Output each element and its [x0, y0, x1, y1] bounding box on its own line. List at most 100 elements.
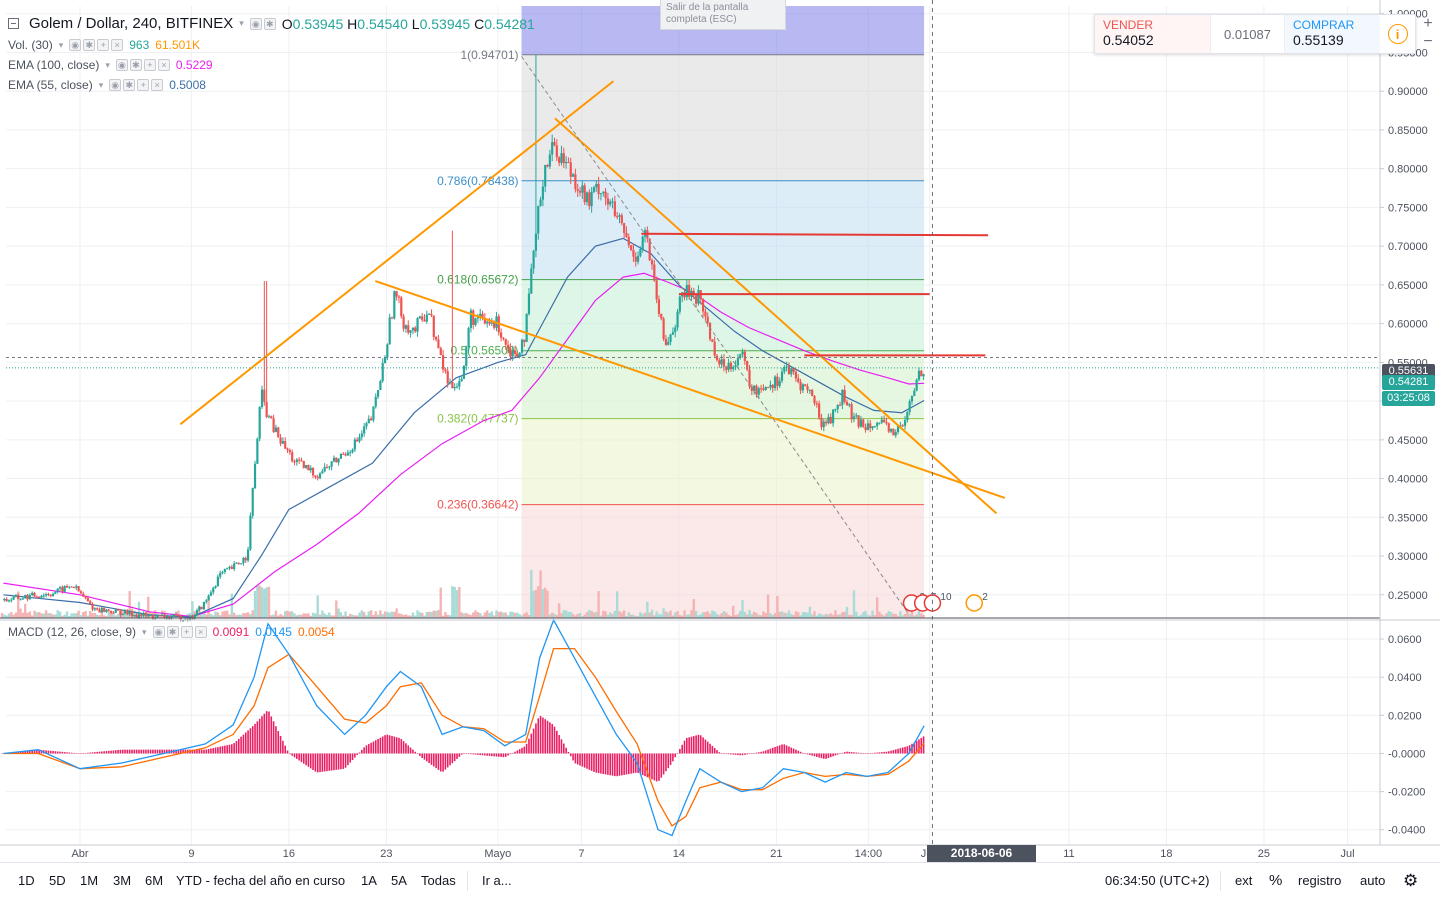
candle-body — [339, 453, 343, 459]
candle-body — [883, 419, 886, 422]
indicator-controls[interactable]: ◉ ✱ + × — [115, 59, 170, 71]
close-icon[interactable]: × — [157, 59, 170, 71]
candle-body — [21, 598, 24, 600]
macd-histogram-bar — [354, 753, 356, 758]
volume-bar — [418, 612, 422, 618]
indicator-controls[interactable]: ◉ ✱ + × — [109, 79, 164, 91]
eye-icon[interactable]: ◉ — [115, 59, 128, 71]
auto-toggle[interactable]: auto — [1360, 873, 1386, 888]
percent-toggle[interactable]: % — [1269, 872, 1283, 889]
volume-title[interactable]: Vol. (30) — [8, 38, 53, 52]
range-1m-button[interactable]: 1M — [80, 873, 99, 888]
chevron-down-icon[interactable]: ▾ — [142, 626, 147, 637]
gear-icon[interactable]: ⚙ — [1403, 871, 1419, 890]
range-6m-button[interactable]: 6M — [145, 873, 164, 888]
toolbar-divider — [1220, 871, 1221, 891]
plus-icon[interactable]: + — [143, 59, 156, 71]
macd-histogram-bar — [307, 753, 310, 767]
range-ytd-button[interactable]: YTD - fecha del año en curso — [176, 873, 346, 888]
volume-bar — [242, 613, 245, 618]
candle-body — [469, 310, 473, 328]
gear-icon[interactable]: ✱ — [166, 626, 179, 638]
macd-histogram-bar — [231, 744, 233, 754]
macd-legend[interactable]: MACD (12, 26, close, 9) ▾ ◉ ✱ + × 0.0091 0.0… — [8, 625, 335, 639]
range-all-button[interactable]: Todas — [421, 873, 456, 888]
gear-icon[interactable]: ✱ — [263, 17, 276, 30]
range-3m-button[interactable]: 3M — [113, 873, 132, 888]
info-icon[interactable]: i — [1387, 24, 1408, 44]
ema100-title[interactable]: EMA (100, close) — [8, 58, 100, 72]
eye-icon[interactable]: ◉ — [249, 17, 262, 30]
chevron-down-icon[interactable]: ▾ — [98, 79, 104, 90]
candle-body — [743, 351, 746, 361]
log-toggle[interactable]: registro — [1298, 873, 1342, 888]
volume-bar — [495, 610, 498, 618]
trendline — [374, 280, 1006, 499]
plus-icon[interactable]: + — [97, 39, 110, 51]
gear-icon[interactable]: ✱ — [83, 39, 96, 51]
eye-icon[interactable]: ◉ — [109, 79, 122, 91]
range-5y-button[interactable]: 5A — [391, 873, 407, 888]
close-icon[interactable]: × — [194, 626, 207, 638]
gear-icon[interactable]: ✱ — [123, 79, 136, 91]
macd-title[interactable]: MACD (12, 26, close, 9) — [8, 625, 137, 639]
candle-body — [458, 381, 461, 387]
plus-icon[interactable]: + — [137, 79, 150, 91]
volume-bar — [520, 615, 524, 618]
zoom-out-icon[interactable]: − — [1423, 33, 1433, 50]
volume-bar — [116, 614, 120, 618]
volume-bar — [595, 611, 598, 618]
ema100-legend[interactable]: EMA (100, close) ▾ ◉ ✱ + × 0.5229 — [8, 58, 213, 72]
chevron-down-icon[interactable]: ▾ — [58, 39, 64, 50]
volume-bar — [778, 611, 781, 618]
fullscreen-exit-hint[interactable]: Salir de la pantalla completa (ESC) — [660, 0, 786, 30]
volume-bar — [527, 614, 531, 618]
ext-toggle[interactable]: ext — [1235, 873, 1253, 888]
chevron-down-icon[interactable]: ▾ — [239, 18, 244, 28]
volume-bar — [244, 613, 247, 618]
eye-icon[interactable]: ◉ — [152, 626, 165, 638]
macd-histogram-bar — [757, 752, 760, 754]
macd-histogram-bar — [653, 753, 656, 781]
ema55-title[interactable]: EMA (55, close) — [8, 78, 93, 92]
candle-body — [734, 365, 737, 367]
volume-bar — [783, 612, 786, 618]
volume-ma-value: 61.501K — [155, 38, 200, 52]
collapse-legend-icon[interactable] — [8, 18, 19, 29]
trade-info-button[interactable]: i — [1380, 15, 1415, 53]
x-tick-label: 9 — [188, 848, 194, 860]
candle-body — [718, 360, 721, 365]
indicator-controls[interactable]: ◉ ✱ + × — [69, 39, 124, 51]
candle-body — [240, 563, 243, 565]
candle-body — [592, 187, 596, 192]
range-1d-button[interactable]: 1D — [18, 873, 35, 888]
symbol-title[interactable]: Golem / Dollar, 240, BITFINEX — [29, 15, 234, 32]
zoom-in-icon[interactable]: + — [1423, 15, 1433, 32]
chevron-down-icon[interactable]: ▾ — [105, 59, 110, 70]
macd-histogram-bar — [878, 752, 881, 754]
eye-icon[interactable]: ◉ — [69, 39, 82, 51]
chart-canvas[interactable]: 1(0.94701) 0.786(0.78438) 0.618(0.65672) 0.… — [0, 0, 1440, 862]
close-icon[interactable]: × — [111, 39, 124, 51]
goto-date-button[interactable]: Ir a... — [482, 873, 512, 888]
volume-bar — [469, 614, 473, 618]
volume-legend[interactable]: Vol. (30) ▾ ◉ ✱ + × 963 61.501K — [8, 38, 200, 52]
candle-body — [706, 316, 709, 323]
close-icon[interactable]: × — [151, 79, 164, 91]
volume-bar — [414, 615, 417, 618]
sell-button[interactable]: VENDER 0.54052 — [1095, 15, 1210, 53]
plus-icon[interactable]: + — [180, 626, 193, 638]
indicator-controls[interactable]: ◉ ✱ + × — [152, 626, 207, 638]
range-5d-button[interactable]: 5D — [49, 873, 66, 888]
gear-icon[interactable]: ✱ — [129, 59, 142, 71]
series-controls[interactable]: ◉ ✱ — [249, 17, 276, 30]
clock[interactable]: 06:34:50 (UTC+2) — [1105, 873, 1210, 888]
macd-histogram-bar — [349, 753, 352, 763]
ema55-legend[interactable]: EMA (55, close) ▾ ◉ ✱ + × 0.5008 — [8, 78, 206, 92]
range-1y-button[interactable]: 1A — [361, 873, 377, 888]
volume-bar — [771, 614, 774, 618]
x-tick-label: 23 — [380, 848, 392, 860]
macd-histogram-bar — [676, 753, 679, 754]
buy-button[interactable]: COMPRAR 0.55139 — [1285, 15, 1380, 53]
volume-bar — [518, 614, 521, 618]
